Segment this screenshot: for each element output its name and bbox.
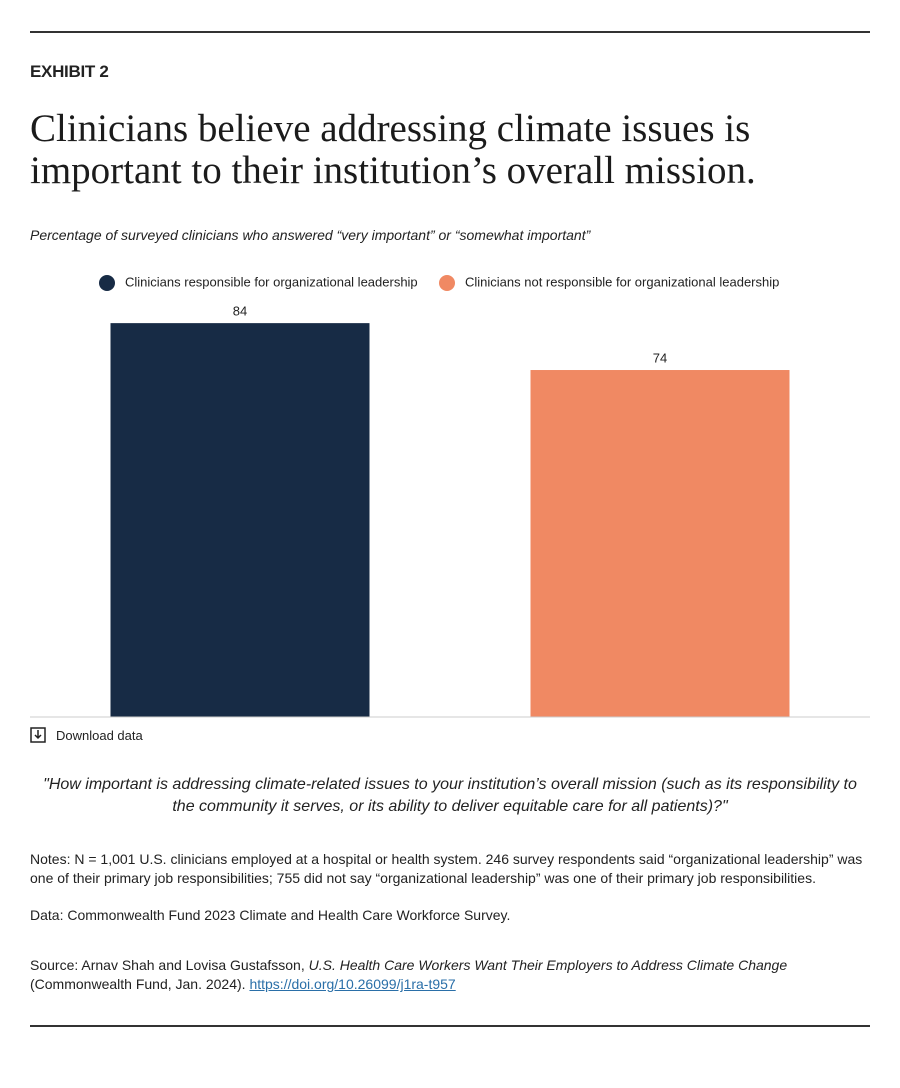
exhibit-label: EXHIBIT 2 [30,62,109,81]
source-suffix: (Commonwealth Fund, Jan. 2024). [30,976,250,992]
legend-label: Clinicians responsible for organizationa… [125,274,418,289]
top-rule [30,31,870,33]
value-label: 74 [653,350,667,365]
source-title: U.S. Health Care Workers Want Their Empl… [308,957,788,973]
bar [530,370,790,717]
legend-marker [439,275,455,291]
legend-marker [99,275,115,291]
source-link[interactable]: https://doi.org/10.26099/j1ra-t957 [249,976,456,992]
value-label: 84 [233,304,247,319]
notes: Notes: N = 1,001 U.S. clinicians employe… [30,851,863,886]
data-source: Data: Commonwealth Fund 2023 Climate and… [30,907,511,923]
bottom-rule [30,1025,870,1027]
download-text[interactable]: Download data [56,727,143,743]
chart-subtitle: Percentage of surveyed clinicians who an… [30,227,591,243]
chart: Clinicians responsible for organizationa… [30,274,870,718]
download-icon [30,727,46,743]
chart-title: Clinicians believe addressing climate is… [30,107,756,192]
legend-label: Clinicians not responsible for organizat… [465,274,779,289]
survey-question: "How important is addressing climate-rel… [43,776,857,815]
source-prefix: Source: Arnav Shah and Lovisa Gustafsson… [30,957,309,973]
download-button[interactable]: Download data [30,727,143,743]
source: Source: Arnav Shah and Lovisa Gustafsson… [30,956,870,994]
bar [110,323,370,717]
